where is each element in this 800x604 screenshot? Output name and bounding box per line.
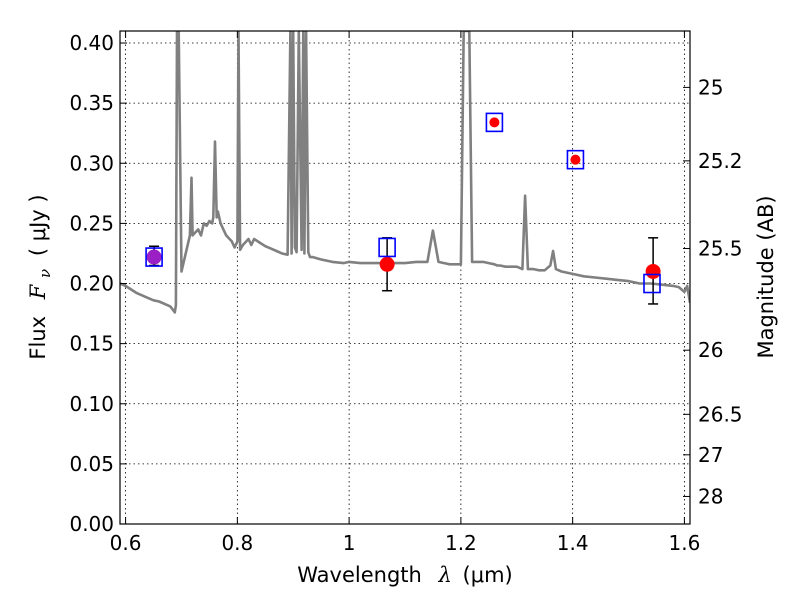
y-tick-label: 0.35 (69, 91, 114, 115)
y-axis-label-subscript: ν (36, 269, 54, 278)
y-tick-label: 0.30 (69, 151, 114, 175)
x-axis-label-unit: (μm) (463, 563, 513, 587)
observed-flux-point (645, 263, 661, 279)
x-tick-label: 0.6 (110, 531, 142, 555)
x-axis-label-symbol: λ (438, 563, 452, 587)
x-tick-label: 1 (343, 531, 356, 555)
y-axis-label-symbol: F (26, 283, 50, 300)
y-tick-label: 0.00 (69, 512, 114, 536)
x-axis-label: Wavelength λ (μm) (297, 563, 512, 587)
magnitude-tick-label: 25 (698, 75, 723, 99)
y-tick-label: 0.05 (69, 452, 114, 476)
photometry-layer (145, 112, 661, 305)
magnitude-tick-label: 27 (698, 443, 723, 467)
y-tick-label: 0.10 (69, 392, 114, 416)
magnitude-tick-label: 25.5 (698, 237, 743, 261)
y-axis-label-text: Flux (26, 316, 50, 360)
x-axis-label-text: Wavelength (297, 563, 422, 587)
y-tick-label: 0.40 (69, 31, 114, 55)
model-flux-square (485, 112, 504, 133)
y-tick-label: 0.20 (69, 272, 114, 296)
x-tick-label: 1.4 (557, 531, 589, 555)
observed-flux-point (489, 117, 500, 128)
magnitude-tick-label: 28 (698, 484, 723, 508)
magnitude-axis-label: Magnitude (AB) (754, 195, 778, 358)
x-tick-label: 1.2 (445, 531, 477, 555)
model-spectrum-line (120, 31, 690, 314)
model-flux-square (145, 247, 163, 267)
x-tick-label: 1.6 (669, 531, 701, 555)
model-spectrum-layer (120, 31, 690, 314)
magnitude-tick-label: 26 (698, 338, 723, 362)
y-axis-label: Flux F ν ( μJy ) (26, 194, 55, 359)
model-flux-square (566, 149, 585, 170)
y-axis-label-unit: ( μJy ) (26, 194, 50, 256)
magnitude-tick-label: 25.2 (698, 149, 743, 173)
magnitude-tick-label: 26.5 (698, 402, 743, 426)
x-tick-label: 0.8 (221, 531, 253, 555)
model-flux-square (378, 237, 396, 258)
y-tick-label: 0.15 (69, 332, 114, 356)
axis-ticks: 0.6 0.8 1 1.2 1.4 1.6 0.00 0.05 0.10 0.15 0.20 0.25… (69, 31, 743, 555)
plot-frame (119, 30, 691, 525)
observed-flux-point (379, 256, 395, 272)
model-flux-square (643, 273, 661, 294)
observed-flux-point (570, 154, 581, 165)
observed-flux-point (146, 249, 162, 265)
y-tick-label: 0.25 (69, 211, 114, 235)
